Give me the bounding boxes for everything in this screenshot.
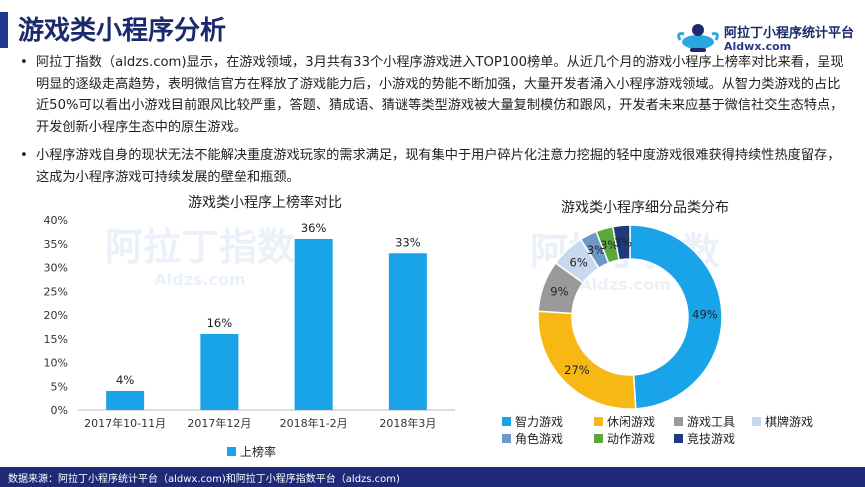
watermark-url: Aldzs.com [154, 270, 245, 289]
bar [200, 334, 239, 410]
watermark-url: Aldzs.com [579, 275, 670, 294]
bullet-paragraph: 小程序游戏自身的现状无法不能解决重度游戏玩家的需求满足，现有集中于用户碎片化注意… [18, 145, 850, 188]
legend-label: 游戏工具 [687, 415, 735, 429]
x-tick-label: 2018年1-2月 [280, 416, 348, 430]
logo-url: Aldwx.com [724, 40, 792, 53]
legend-swatch [502, 434, 511, 443]
y-tick-label: 40% [44, 214, 68, 227]
aladdin-lamp-icon [677, 24, 719, 52]
donut-slice [537, 310, 637, 410]
y-tick-label: 25% [44, 285, 68, 298]
legend-swatch [227, 447, 236, 456]
legend-swatch [674, 434, 683, 443]
slice-data-label: 49% [692, 308, 718, 322]
legend-label: 休闲游戏 [607, 415, 655, 429]
y-tick-label: 20% [44, 309, 68, 322]
y-tick-label: 5% [51, 380, 68, 393]
legend-label: 智力游戏 [515, 414, 563, 429]
x-tick-label: 2017年12月 [187, 416, 251, 430]
slice-data-label: 6% [570, 255, 588, 269]
legend-swatch [502, 417, 511, 426]
legend-label: 角色游戏 [515, 432, 563, 446]
bar-data-label: 33% [395, 235, 421, 249]
legend-label: 棋牌游戏 [765, 415, 813, 429]
legend-label: 上榜率 [240, 444, 276, 459]
bar-data-label: 16% [207, 316, 233, 330]
footer-bar: 数据来源：阿拉丁小程序统计平台（aldwx.com)和阿拉丁小程序指数平台（al… [0, 467, 865, 487]
bullet-list: 阿拉丁指数（aldzs.com)显示，在游戏领域，3月共有33个小程序游戏进入T… [18, 52, 850, 195]
y-tick-label: 0% [51, 404, 68, 417]
slice-data-label: 3% [587, 243, 605, 257]
legend-label: 竞技游戏 [687, 432, 735, 446]
y-tick-label: 10% [44, 357, 68, 370]
legend-swatch [674, 417, 683, 426]
bullet-paragraph: 阿拉丁指数（aldzs.com)显示，在游戏领域，3月共有33个小程序游戏进入T… [18, 52, 850, 138]
slice-data-label: 3% [600, 238, 618, 252]
bar [294, 239, 333, 410]
footer-source-text: 数据来源：阿拉丁小程序统计平台（aldwx.com)和阿拉丁小程序指数平台（al… [8, 474, 400, 485]
legend-swatch [594, 417, 603, 426]
donut-slice [629, 224, 723, 410]
y-tick-label: 30% [44, 262, 68, 275]
legend-swatch [594, 434, 603, 443]
slice-data-label: 27% [564, 363, 590, 377]
donut-slice [611, 224, 631, 261]
bar-data-label: 4% [116, 373, 134, 387]
chart-title: 游戏类小程序上榜率对比 [188, 194, 342, 211]
chart-title: 游戏类小程序细分品类分布 [561, 200, 729, 216]
legend-swatch [752, 417, 761, 426]
y-tick-label: 15% [44, 333, 68, 346]
slice-data-label: 9% [550, 285, 568, 299]
page-title: 游戏类小程序分析 [18, 16, 227, 46]
title-accent-bar [0, 12, 8, 48]
legend-label: 动作游戏 [607, 432, 655, 446]
logo-brand-name: 阿拉丁小程序统计平台 [724, 26, 855, 41]
bar [388, 253, 427, 410]
bar-data-label: 36% [301, 221, 327, 235]
watermark-text: 阿拉丁指数 [105, 225, 295, 269]
x-tick-label: 2018年3月 [379, 416, 436, 430]
y-tick-label: 35% [44, 238, 68, 251]
donut-chart: 阿拉丁指数Aldzs.com游戏类小程序细分品类分布49%27%9%6%3%3%… [502, 200, 813, 446]
slice-data-label: 3% [614, 235, 632, 249]
x-tick-label: 2017年10-11月 [84, 416, 166, 430]
brand-logo: 阿拉丁小程序统计平台 Aldwx.com [676, 18, 856, 58]
bar [106, 391, 145, 410]
